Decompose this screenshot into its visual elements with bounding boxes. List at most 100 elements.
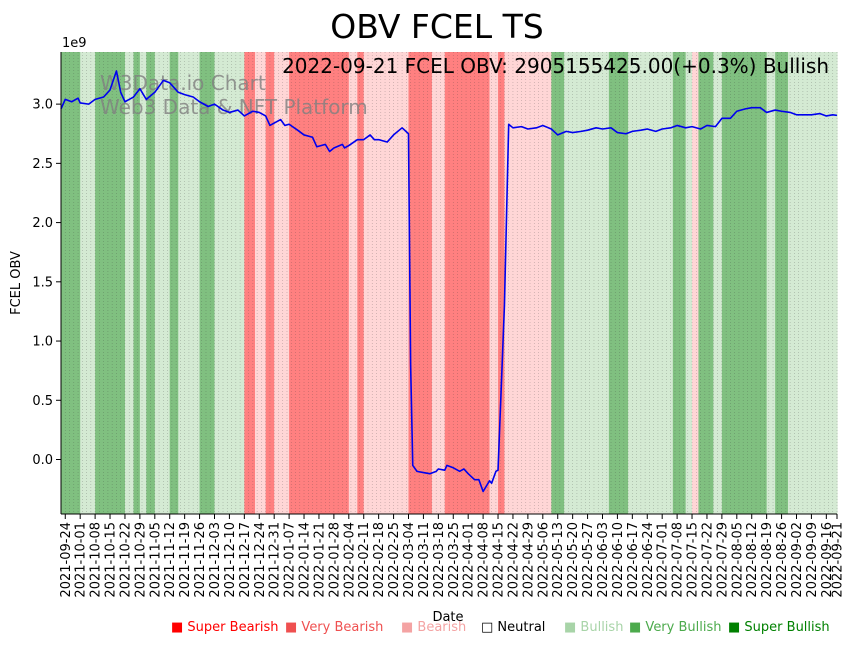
- y-tick-label: 1.5: [32, 275, 53, 290]
- x-tick-label: 2021-12-24: [253, 522, 268, 598]
- legend-item-very-bullish: ■ Very Bullish: [629, 620, 722, 635]
- legend-label: Bearish: [413, 620, 467, 635]
- x-tick-label: 2021-11-26: [193, 522, 208, 598]
- legend-marker: ■: [285, 620, 298, 635]
- band-bullish: [787, 52, 838, 514]
- legend: ■ Super Bearish ■ Very Bearish ■ Bearish □ …: [171, 620, 851, 638]
- band-very-bearish: [244, 52, 256, 514]
- date-gridlines: [60, 52, 838, 514]
- x-tick-label: 2022-07-22: [700, 522, 715, 598]
- watermark-line-1: W3Data.io Chart: [100, 71, 266, 95]
- chart-title: OBV FCEL TS: [330, 7, 544, 46]
- x-tick-label: 2022-01-14: [298, 522, 313, 598]
- x-tick-label: 2021-10-01: [74, 522, 89, 598]
- band-bullish: [139, 52, 147, 514]
- y-ticks: 0.0 0.5 1.0 1.5 2.0 2.5 3.0: [32, 98, 61, 468]
- x-tick-label: 2022-04-15: [492, 522, 507, 598]
- x-tick-label: 2022-01-28: [327, 522, 342, 598]
- legend-marker: ■: [728, 620, 741, 635]
- latest-value-annotation: 2022-09-21 FCEL OBV: 2905155425.00(+0.3%…: [282, 54, 829, 78]
- x-tick-label: 2022-04-08: [477, 522, 492, 598]
- x-tick-label: 2022-05-20: [566, 522, 581, 598]
- band-bearish: [255, 52, 267, 514]
- y-offset-label: 1e9: [62, 36, 87, 51]
- y-axis-label: FCEL OBV: [9, 251, 24, 315]
- x-tick-label: 2021-10-22: [118, 522, 133, 598]
- x-tick-label: 2022-03-25: [447, 522, 462, 598]
- x-tick-label: 2022-09-21: [831, 522, 846, 598]
- x-tick-label: 2022-09-09: [805, 522, 820, 598]
- band-very-bearish: [333, 52, 350, 514]
- x-tick-label: 2021-11-05: [148, 522, 163, 598]
- x-tick-label: 2022-03-18: [432, 522, 447, 598]
- x-tick-label: 2022-04-22: [506, 522, 521, 598]
- band-very-bullish: [61, 52, 66, 514]
- x-tick-label: 2022-05-13: [551, 522, 566, 598]
- band-very-bearish: [498, 52, 506, 514]
- x-tick-label: 2021-09-24: [59, 522, 74, 598]
- axes: [60, 52, 837, 515]
- band-very-bullish: [721, 52, 768, 514]
- band-bearish: [489, 52, 499, 514]
- watermark-line-2: Web3 Data & NFT Platform: [100, 95, 368, 119]
- legend-label: Super Bullish: [740, 620, 830, 635]
- x-tick-label: 2021-12-10: [223, 522, 238, 598]
- band-very-bullish: [95, 52, 126, 514]
- x-tick-label: 2022-02-04: [342, 522, 357, 598]
- band-very-bearish: [289, 52, 335, 514]
- x-tick-label: 2022-02-25: [387, 522, 402, 598]
- band-bullish: [178, 52, 201, 514]
- band-bearish: [348, 52, 358, 514]
- x-tick-label: 2021-12-03: [208, 522, 223, 598]
- x-tick-label: 2022-07-08: [671, 522, 686, 598]
- x-tick-label: 2022-04-29: [521, 522, 536, 598]
- band-bearish: [431, 52, 446, 514]
- signal-bands: [61, 52, 838, 514]
- band-bullish: [713, 52, 723, 514]
- band-very-bearish: [265, 52, 275, 514]
- legend-label: Very Bullish: [641, 620, 722, 635]
- band-very-bullish: [199, 52, 216, 514]
- obv-series-line: [60, 70, 838, 493]
- x-tick-label: 2021-12-17: [238, 522, 253, 598]
- band-very-bearish: [357, 52, 365, 514]
- x-tick-label: 2021-10-08: [89, 522, 104, 598]
- x-tick-label: 2022-06-24: [641, 522, 656, 598]
- x-tick-label: 2022-08-12: [745, 522, 760, 598]
- band-bullish: [154, 52, 171, 514]
- legend-item-neutral: □ Neutral: [481, 620, 545, 635]
- band-bullish: [124, 52, 135, 514]
- band-very-bullish: [65, 52, 81, 514]
- band-bearish: [692, 52, 700, 514]
- x-tick-label: 2022-02-11: [357, 522, 372, 598]
- x-tick-label: 2022-05-06: [536, 522, 551, 598]
- x-tick-label: 2022-08-26: [775, 522, 790, 598]
- legend-label: Neutral: [493, 620, 546, 635]
- x-tick-label: 2022-07-01: [656, 522, 671, 598]
- x-tick-label: 2022-03-04: [402, 522, 417, 598]
- band-very-bullish: [775, 52, 789, 514]
- y-tick-label: 0.0: [32, 453, 53, 468]
- y-tick-label: 2.5: [32, 157, 53, 172]
- x-tick-label: 2022-06-03: [596, 522, 611, 598]
- x-tick-label: 2022-07-29: [715, 522, 730, 598]
- legend-marker: ■: [401, 620, 414, 635]
- legend-item-bullish: ■ Bullish: [564, 620, 623, 635]
- x-tick-label: 2022-07-15: [686, 522, 701, 598]
- legend-item-very-bearish: ■ Very Bearish: [285, 620, 383, 635]
- x-axis-label: Date: [432, 610, 463, 625]
- y-tick-label: 3.0: [32, 98, 53, 113]
- x-tick-label: 2021-10-15: [104, 522, 119, 598]
- band-bullish: [80, 52, 96, 514]
- x-tick-label: 2022-04-01: [462, 522, 477, 598]
- band-bullish: [766, 52, 776, 514]
- legend-label: Very Bearish: [297, 620, 384, 635]
- band-bullish: [685, 52, 693, 514]
- x-tick-label: 2021-11-19: [178, 522, 193, 598]
- x-tick-label: 2022-03-11: [417, 522, 432, 598]
- legend-marker: ■: [629, 620, 642, 635]
- x-tick-label: 2022-06-10: [611, 522, 626, 598]
- x-tick-label: 2022-02-18: [372, 522, 387, 598]
- x-tick-label: 2022-09-16: [820, 522, 835, 598]
- x-tick-label: 2022-09-02: [790, 522, 805, 598]
